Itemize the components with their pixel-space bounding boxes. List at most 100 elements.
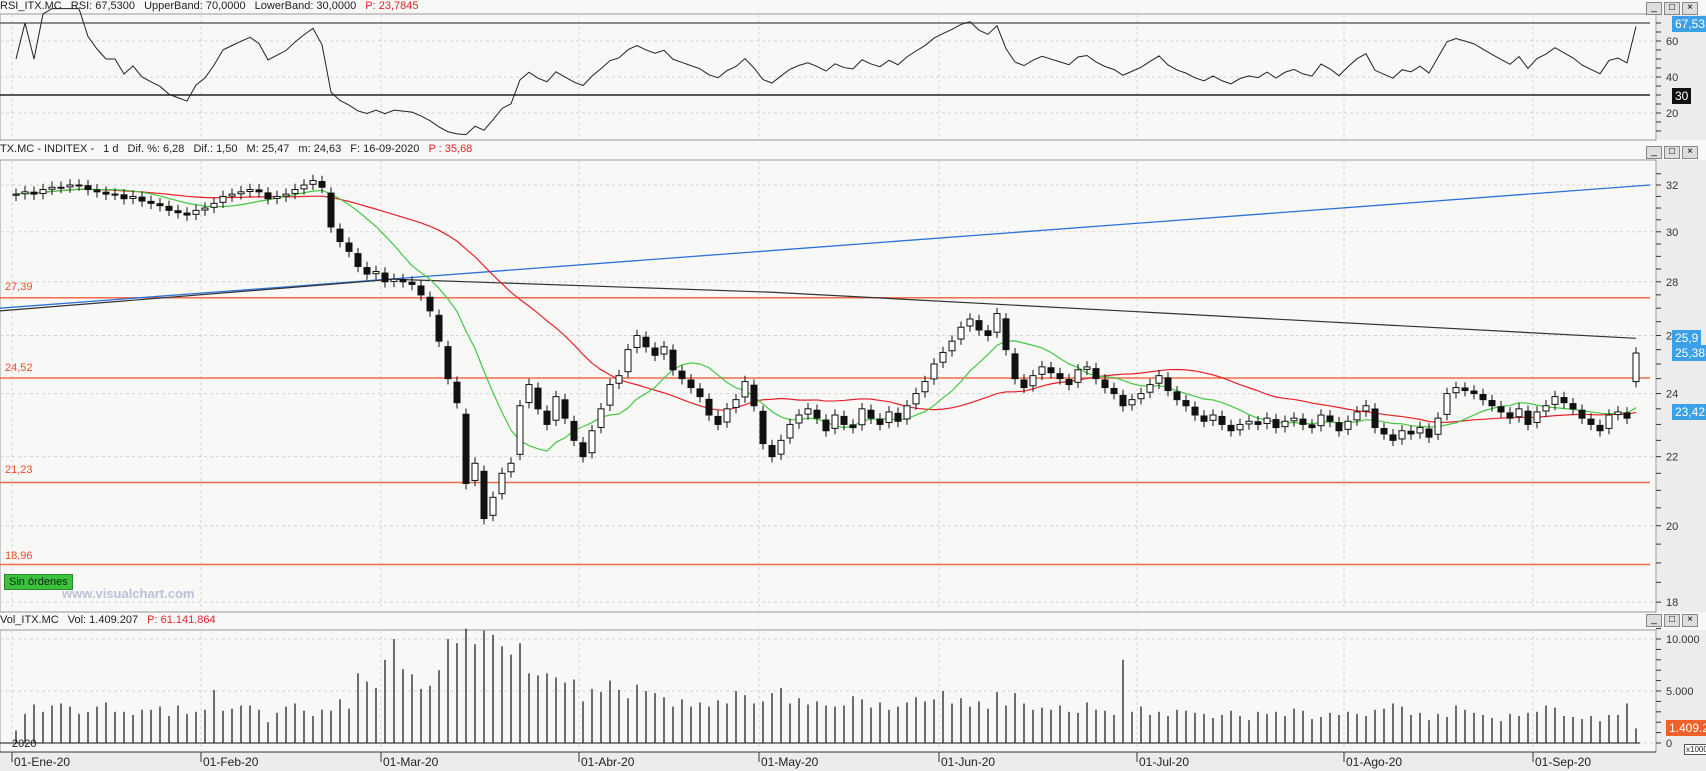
price-tick-label: 30 — [1666, 227, 1678, 239]
candle-body — [120, 194, 128, 200]
candle-body — [1290, 417, 1298, 422]
maximize-button[interactable]: □ — [1664, 146, 1680, 159]
candle-body — [93, 189, 101, 193]
price-min: m: 24,63 — [298, 143, 342, 155]
date-tick-label: 01-Jun-20 — [941, 755, 996, 769]
price-tick-label: 22 — [1666, 452, 1678, 464]
candle-body — [237, 191, 245, 195]
price-tick-label: 20 — [1666, 521, 1678, 533]
price-date: F: 16-09-2020 — [350, 143, 420, 155]
candle-body — [705, 398, 713, 416]
candle-body — [21, 191, 29, 195]
maximize-button[interactable]: □ — [1664, 614, 1680, 627]
minimize-button[interactable]: _ — [1646, 614, 1662, 627]
trendline — [0, 184, 1651, 309]
minimize-button[interactable]: _ — [1646, 2, 1662, 15]
candle-body — [822, 419, 830, 432]
candle-body — [714, 415, 722, 425]
candle-body — [642, 336, 650, 348]
candle-body — [1353, 411, 1361, 421]
candle-body — [264, 192, 272, 200]
candle-body — [876, 418, 884, 425]
price-dif-pct: Dif. %: 6,28 — [127, 143, 185, 155]
price-tick-label: 24 — [1666, 389, 1678, 401]
rsi-tick-label: 40 — [1666, 72, 1678, 84]
candle-body — [30, 191, 38, 195]
price-panel — [0, 159, 1657, 613]
candle-body — [1128, 399, 1136, 406]
rsi-last-tag: 67,53 — [1672, 16, 1706, 32]
candle-body — [993, 313, 1001, 333]
candle-body — [1434, 417, 1442, 435]
candle-body — [1101, 379, 1109, 389]
candle-body — [1308, 424, 1316, 429]
candle-body — [732, 399, 740, 408]
candle-body — [147, 200, 155, 204]
candle-body — [831, 414, 839, 429]
volume-header: Vol_ITX.MC Vol: 1.409.207 P: 61.141.864 — [0, 614, 222, 626]
volume-unit: x1000 — [1684, 744, 1706, 755]
candle-body — [570, 420, 578, 441]
candle-body — [489, 496, 497, 516]
volume-last-tag: 1.409.20 — [1666, 720, 1706, 736]
watermark: www.visualchart.com — [62, 586, 195, 601]
candle-body — [687, 379, 695, 389]
candle-body — [318, 180, 326, 188]
candle-body — [615, 375, 623, 384]
candle-body — [363, 267, 371, 275]
candle-body — [408, 281, 416, 285]
candle-body — [669, 349, 677, 371]
candle-body — [1542, 405, 1550, 412]
ma-last-tag: 23,42 — [1672, 404, 1706, 420]
candle-body — [1497, 406, 1505, 413]
candle-body — [606, 384, 614, 406]
candle-body — [444, 346, 452, 380]
candle-body — [1380, 428, 1388, 435]
price-dif: Dif.: 1,50 — [193, 143, 238, 155]
candle-body — [354, 253, 362, 267]
candle-body — [804, 408, 812, 415]
candle-body — [984, 330, 992, 337]
candle-body — [795, 414, 803, 424]
candle-body — [174, 210, 182, 214]
rsi-lower-tag: 30 — [1672, 88, 1692, 104]
maximize-button[interactable]: □ — [1664, 2, 1680, 15]
candle-body — [1209, 414, 1217, 421]
candle-body — [1578, 409, 1586, 419]
candle-body — [327, 192, 335, 228]
orders-button[interactable]: Sin órdenes — [4, 574, 73, 590]
candle-body — [111, 193, 119, 196]
candle-body — [1047, 367, 1055, 374]
candle-body — [561, 399, 569, 419]
candle-body — [696, 388, 704, 398]
candle-body — [651, 347, 659, 356]
candle-body — [282, 193, 290, 197]
candle-body — [183, 212, 191, 216]
candle-body — [660, 346, 668, 355]
candle-body — [1038, 366, 1046, 375]
candle-body — [507, 462, 515, 473]
candle-body — [1452, 387, 1460, 394]
minimize-button[interactable]: _ — [1646, 146, 1662, 159]
close-button[interactable]: × — [1682, 2, 1698, 15]
close-button[interactable]: × — [1682, 614, 1698, 627]
candle-body — [624, 349, 632, 373]
candle-body — [228, 193, 236, 197]
price-p: P : 35,68 — [428, 143, 473, 155]
vol-value: Vol: 1.409.207 — [67, 614, 139, 626]
close-button[interactable]: × — [1682, 146, 1698, 159]
candle-body — [75, 184, 83, 187]
candle-body — [372, 271, 380, 275]
candle-body — [1173, 391, 1181, 401]
candle-body — [1398, 430, 1406, 440]
price-tick-label: 32 — [1666, 180, 1678, 192]
level-label: 24,52 — [5, 362, 33, 374]
candle-body — [1281, 420, 1289, 428]
candle-body — [1110, 387, 1118, 395]
volume-window-controls: _ □ × — [1646, 614, 1698, 627]
candle-body — [966, 318, 974, 327]
candle-body — [1533, 411, 1541, 424]
candle-body — [921, 381, 929, 393]
candle-body — [903, 405, 911, 420]
